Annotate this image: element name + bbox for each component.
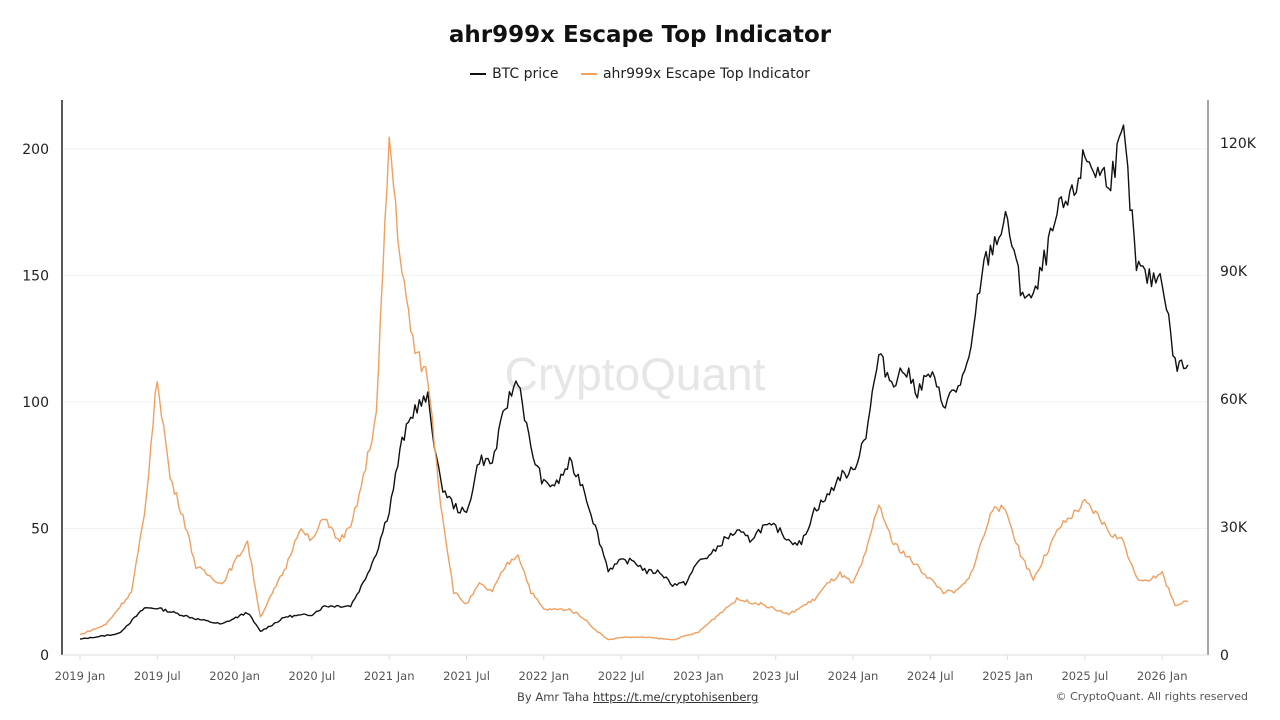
x-tick-label: 2021 Jan bbox=[364, 669, 415, 683]
author: By Amr Taha bbox=[517, 690, 590, 704]
indicator-line bbox=[79, 136, 1189, 641]
x-tick-label: 2023 Jan bbox=[673, 669, 724, 683]
btc-price-line bbox=[79, 124, 1189, 640]
attribution: By Amr Taha https://t.me/cryptohisenberg bbox=[517, 690, 758, 704]
y-right-tick-label: 60K bbox=[1220, 392, 1248, 408]
copyright: © CryptoQuant. All rights reserved bbox=[1055, 690, 1248, 703]
x-tick-label: 2019 Jul bbox=[134, 669, 181, 683]
y-right-tick-label: 120K bbox=[1220, 136, 1257, 152]
x-tick-label: 2023 Jul bbox=[752, 669, 799, 683]
x-tick-label: 2020 Jan bbox=[209, 669, 260, 683]
x-tick-label: 2020 Jul bbox=[288, 669, 335, 683]
x-tick-label: 2022 Jul bbox=[598, 669, 645, 683]
y-left-tick-label: 0 bbox=[40, 648, 49, 664]
legend: BTC price ahr999x Escape Top Indicator bbox=[0, 63, 1280, 82]
y-right-tick-label: 0 bbox=[1220, 648, 1229, 664]
y-right-tick-label: 30K bbox=[1220, 520, 1248, 536]
x-tick-label: 2022 Jan bbox=[518, 669, 569, 683]
chart-title: ahr999x Escape Top Indicator bbox=[448, 22, 832, 48]
legend-label-indicator: ahr999x Escape Top Indicator bbox=[602, 66, 810, 82]
x-tick-label: 2025 Jul bbox=[1061, 669, 1108, 683]
y-left-tick-label: 100 bbox=[22, 395, 49, 411]
x-tick-label: 2019 Jan bbox=[55, 669, 106, 683]
legend-swatch-btc bbox=[470, 73, 487, 75]
y-left-tick-label: 200 bbox=[22, 142, 49, 158]
author-link[interactable]: https://t.me/cryptohisenberg bbox=[592, 690, 759, 704]
legend-item-indicator[interactable]: ahr999x Escape Top Indicator bbox=[580, 66, 810, 82]
y-left-tick-label: 150 bbox=[22, 269, 49, 285]
y-right-tick-label: 90K bbox=[1220, 264, 1248, 280]
legend-swatch-indicator bbox=[580, 73, 597, 75]
legend-label-btc: BTC price bbox=[492, 66, 559, 82]
legend-item-btc[interactable]: BTC price bbox=[470, 66, 558, 82]
x-tick-label: 2024 Jan bbox=[828, 669, 879, 683]
watermark-logo: CryptoQuant bbox=[505, 348, 766, 400]
x-tick-label: 2026 Jan bbox=[1137, 669, 1188, 683]
y-left-tick-label: 50 bbox=[31, 522, 49, 538]
x-tick-label: 2025 Jan bbox=[982, 669, 1033, 683]
x-tick-label: 2024 Jul bbox=[907, 669, 954, 683]
x-tick-label: 2021 Jul bbox=[443, 669, 490, 683]
